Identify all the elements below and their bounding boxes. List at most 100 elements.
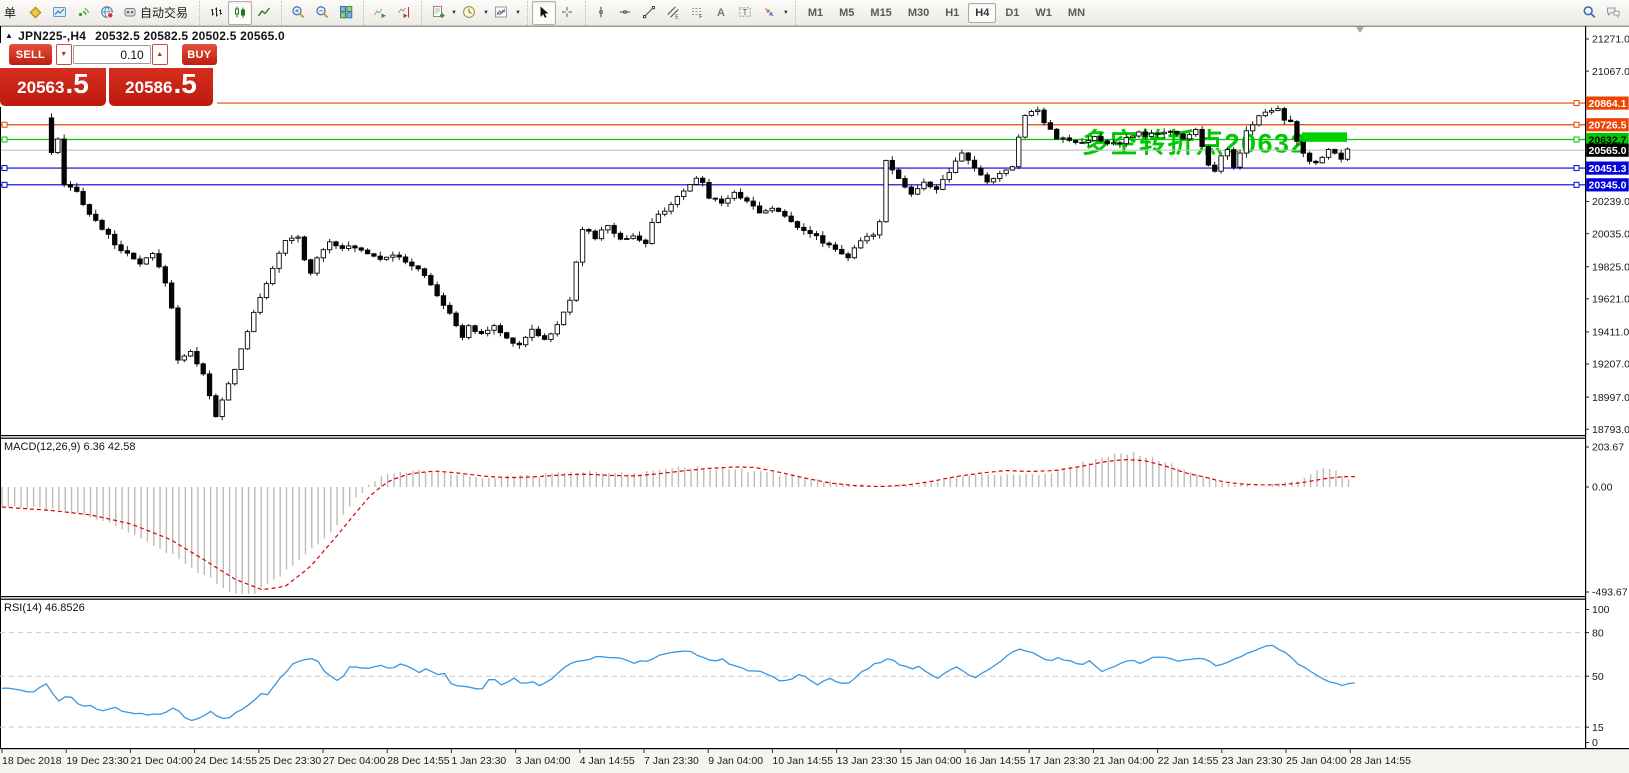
line-anchor-handle[interactable]: [1, 165, 8, 172]
timeframe-h1[interactable]: H1: [945, 6, 960, 19]
candle-body: [700, 177, 706, 183]
chevron-down-icon[interactable]: ▼: [514, 9, 521, 16]
auto-scroll-button[interactable]: [368, 1, 392, 25]
candle-body: [592, 230, 598, 240]
candle-body: [801, 226, 807, 231]
sell-button[interactable]: SELL: [9, 44, 52, 65]
sell-price-button[interactable]: 20563.5: [0, 68, 106, 106]
price-level-badge-label: 20726.5: [1589, 120, 1627, 132]
highlight-rectangle[interactable]: [1302, 132, 1347, 142]
arrows-button[interactable]: [758, 1, 782, 25]
candle-body: [137, 258, 143, 265]
signals-button[interactable]: [71, 1, 95, 25]
text-label-button[interactable]: T: [734, 1, 758, 25]
time-axis-label: 28 Dec 14:55: [387, 755, 450, 767]
time-axis-label: 28 Jan 14:55: [1350, 755, 1411, 767]
time-axis-label: 1 Jan 23:30: [451, 755, 506, 767]
chart-window-button[interactable]: [47, 1, 71, 25]
candle-body: [131, 252, 137, 260]
zoom-in-button[interactable]: [286, 1, 310, 25]
candle-body: [390, 254, 396, 258]
text-icon: A: [714, 5, 729, 20]
equidistant-channel-button[interactable]: E: [662, 1, 686, 25]
cursor-button[interactable]: [531, 0, 556, 25]
fibonacci-button[interactable]: F: [686, 1, 710, 25]
volume-decrease-button[interactable]: ▼: [55, 44, 72, 65]
timeframe-w1[interactable]: W1: [1035, 6, 1052, 19]
line-anchor-handle[interactable]: [1, 121, 8, 128]
line-anchor-handle[interactable]: [1573, 136, 1580, 143]
line-anchor-handle[interactable]: [1573, 100, 1580, 107]
crosshair-button[interactable]: [556, 1, 580, 25]
price-level-badge-label: 20632.7: [1589, 134, 1627, 146]
price-tick-label: 20239.0: [1592, 196, 1629, 208]
pane-divider[interactable]: [0, 598, 1586, 600]
horizontal-line-button[interactable]: [614, 1, 638, 25]
auto-trading-icon: [123, 5, 138, 20]
search-button[interactable]: [1577, 1, 1601, 25]
buy-price-button[interactable]: 20586.5: [109, 68, 213, 106]
candle-body: [1079, 141, 1085, 144]
candle-body: [200, 363, 206, 375]
candle-body: [1287, 119, 1294, 123]
timeframe-m5[interactable]: M5: [839, 6, 855, 19]
timeframe-d1[interactable]: D1: [1005, 6, 1020, 19]
auto-trading-button[interactable]: 自动交易: [119, 1, 194, 25]
community-button[interactable]: [95, 1, 119, 25]
volume-input[interactable]: 0.10: [72, 45, 151, 64]
timeframe-mn[interactable]: MN: [1067, 6, 1086, 19]
timeframe-m1[interactable]: M1: [807, 6, 824, 19]
vertical-line-button[interactable]: [590, 1, 614, 25]
bar-chart-button[interactable]: [204, 1, 228, 25]
price-tick-label: 19825.0: [1592, 261, 1629, 273]
line-anchor-handle[interactable]: [1573, 165, 1580, 172]
chart-symbol-period: JPN225-,H4: [18, 29, 87, 43]
line-anchor-handle[interactable]: [1, 181, 8, 188]
timeframe-m15[interactable]: M15: [870, 6, 892, 19]
chat-button[interactable]: [1601, 1, 1625, 25]
indicators-button[interactable]: [490, 1, 514, 25]
candle-body: [877, 221, 883, 236]
chevron-down-icon[interactable]: ▼: [451, 9, 457, 16]
pane-divider[interactable]: [0, 435, 1586, 437]
market-watch-button[interactable]: [23, 1, 47, 25]
timeframe-h4[interactable]: H4: [968, 2, 997, 23]
candle-body: [889, 159, 895, 171]
trendline-button[interactable]: [638, 1, 662, 25]
time-axis-label: 21 Jan 04:00: [1093, 755, 1154, 767]
volume-increase-button[interactable]: ▲: [151, 44, 168, 65]
time-axis-label: 22 Jan 14:55: [1158, 755, 1219, 767]
timeframe-m30[interactable]: M30: [907, 6, 930, 19]
candle-body: [497, 325, 504, 334]
text-button[interactable]: A: [710, 1, 734, 25]
candle-body: [794, 221, 801, 228]
time-axis-label: 10 Jan 14:55: [772, 755, 833, 767]
chart-window-icon: [52, 5, 67, 20]
line-anchor-handle[interactable]: [1, 136, 8, 143]
chevron-down-icon[interactable]: ▼: [782, 9, 789, 16]
candle-body: [345, 245, 352, 249]
tile-windows-button[interactable]: [334, 1, 358, 25]
candlestick-chart-button[interactable]: [228, 0, 253, 25]
pane-divider[interactable]: [0, 596, 1586, 598]
candle-body: [1256, 115, 1262, 126]
chart-shift-button[interactable]: [392, 1, 416, 25]
buy-button[interactable]: BUY: [181, 44, 217, 65]
candle-body: [636, 235, 643, 241]
line-chart-button[interactable]: [252, 1, 276, 25]
pane-divider[interactable]: [0, 437, 1586, 439]
periods-button[interactable]: [458, 1, 482, 25]
candle-body: [788, 215, 794, 223]
new-order-partial-label[interactable]: 单: [4, 6, 17, 20]
toolbar-group-zoom-group: [281, 0, 362, 25]
price-level-badge: [1586, 161, 1629, 175]
chevron-down-icon[interactable]: ▼: [482, 9, 489, 16]
new-order-button[interactable]: [426, 1, 450, 25]
line-anchor-handle[interactable]: [1573, 181, 1580, 188]
zoom-out-button[interactable]: [310, 1, 334, 25]
collapse-icon[interactable]: ▲: [5, 31, 14, 40]
line-anchor-handle[interactable]: [1573, 121, 1580, 128]
chart-shift-marker-icon[interactable]: [1356, 27, 1364, 33]
rsi-scale-label: 80: [1592, 627, 1604, 639]
